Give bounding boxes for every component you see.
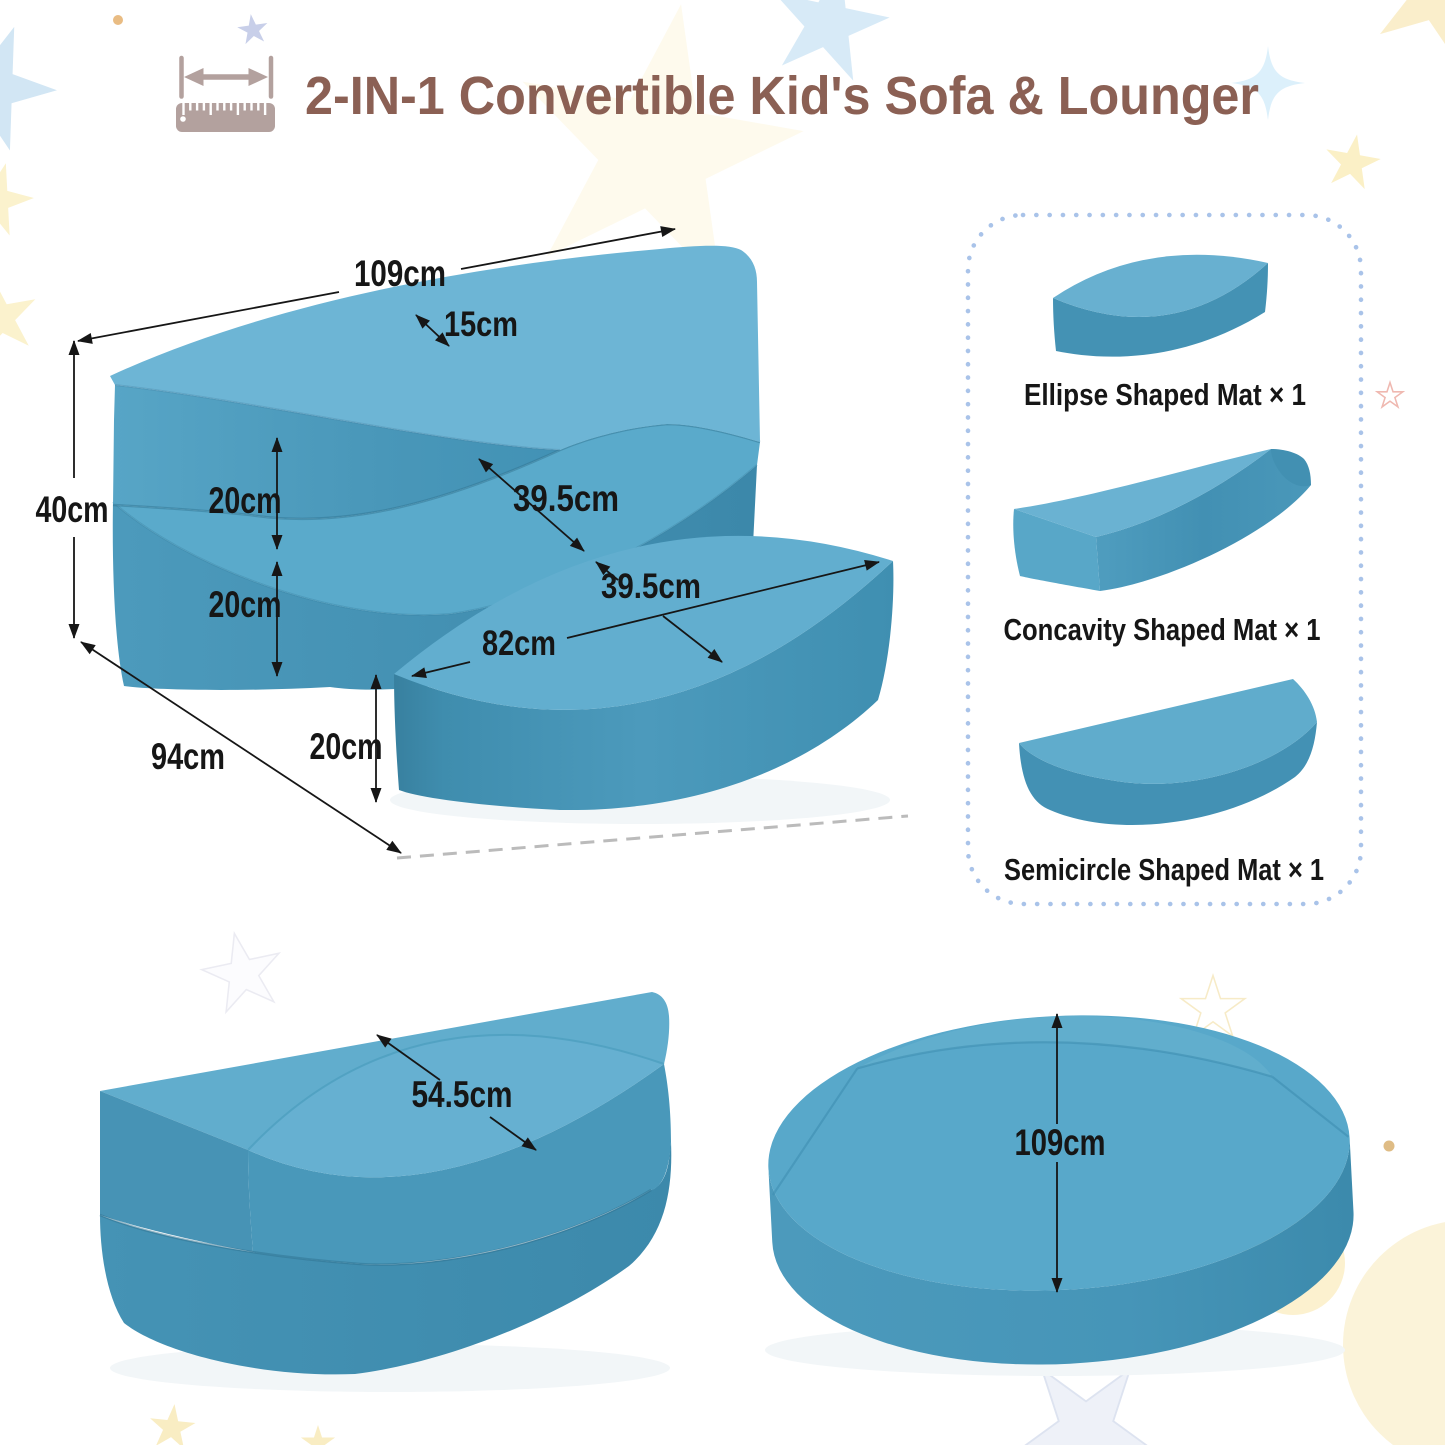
svg-text:82cm: 82cm (482, 624, 556, 663)
svg-text:2-IN-1 Convertible Kid's Sofa: 2-IN-1 Convertible Kid's Sofa & Lounger (305, 66, 1259, 126)
svg-text:39.5cm: 39.5cm (513, 478, 619, 519)
svg-text:20cm: 20cm (209, 480, 282, 521)
svg-text:40cm: 40cm (36, 489, 109, 530)
svg-text:Ellipse Shaped Mat × 1: Ellipse Shaped Mat × 1 (1024, 377, 1306, 412)
svg-text:94cm: 94cm (151, 736, 225, 777)
svg-text:Semicircle Shaped Mat × 1: Semicircle Shaped Mat × 1 (1004, 852, 1324, 887)
svg-text:54.5cm: 54.5cm (412, 1074, 513, 1115)
svg-text:Concavity Shaped Mat × 1: Concavity Shaped Mat × 1 (1004, 612, 1321, 647)
svg-text:15cm: 15cm (444, 305, 518, 344)
svg-text:20cm: 20cm (209, 584, 282, 625)
svg-text:39.5cm: 39.5cm (601, 567, 701, 606)
svg-text:20cm: 20cm (310, 726, 383, 767)
svg-text:109cm: 109cm (354, 253, 446, 294)
svg-text:109cm: 109cm (1015, 1122, 1106, 1163)
